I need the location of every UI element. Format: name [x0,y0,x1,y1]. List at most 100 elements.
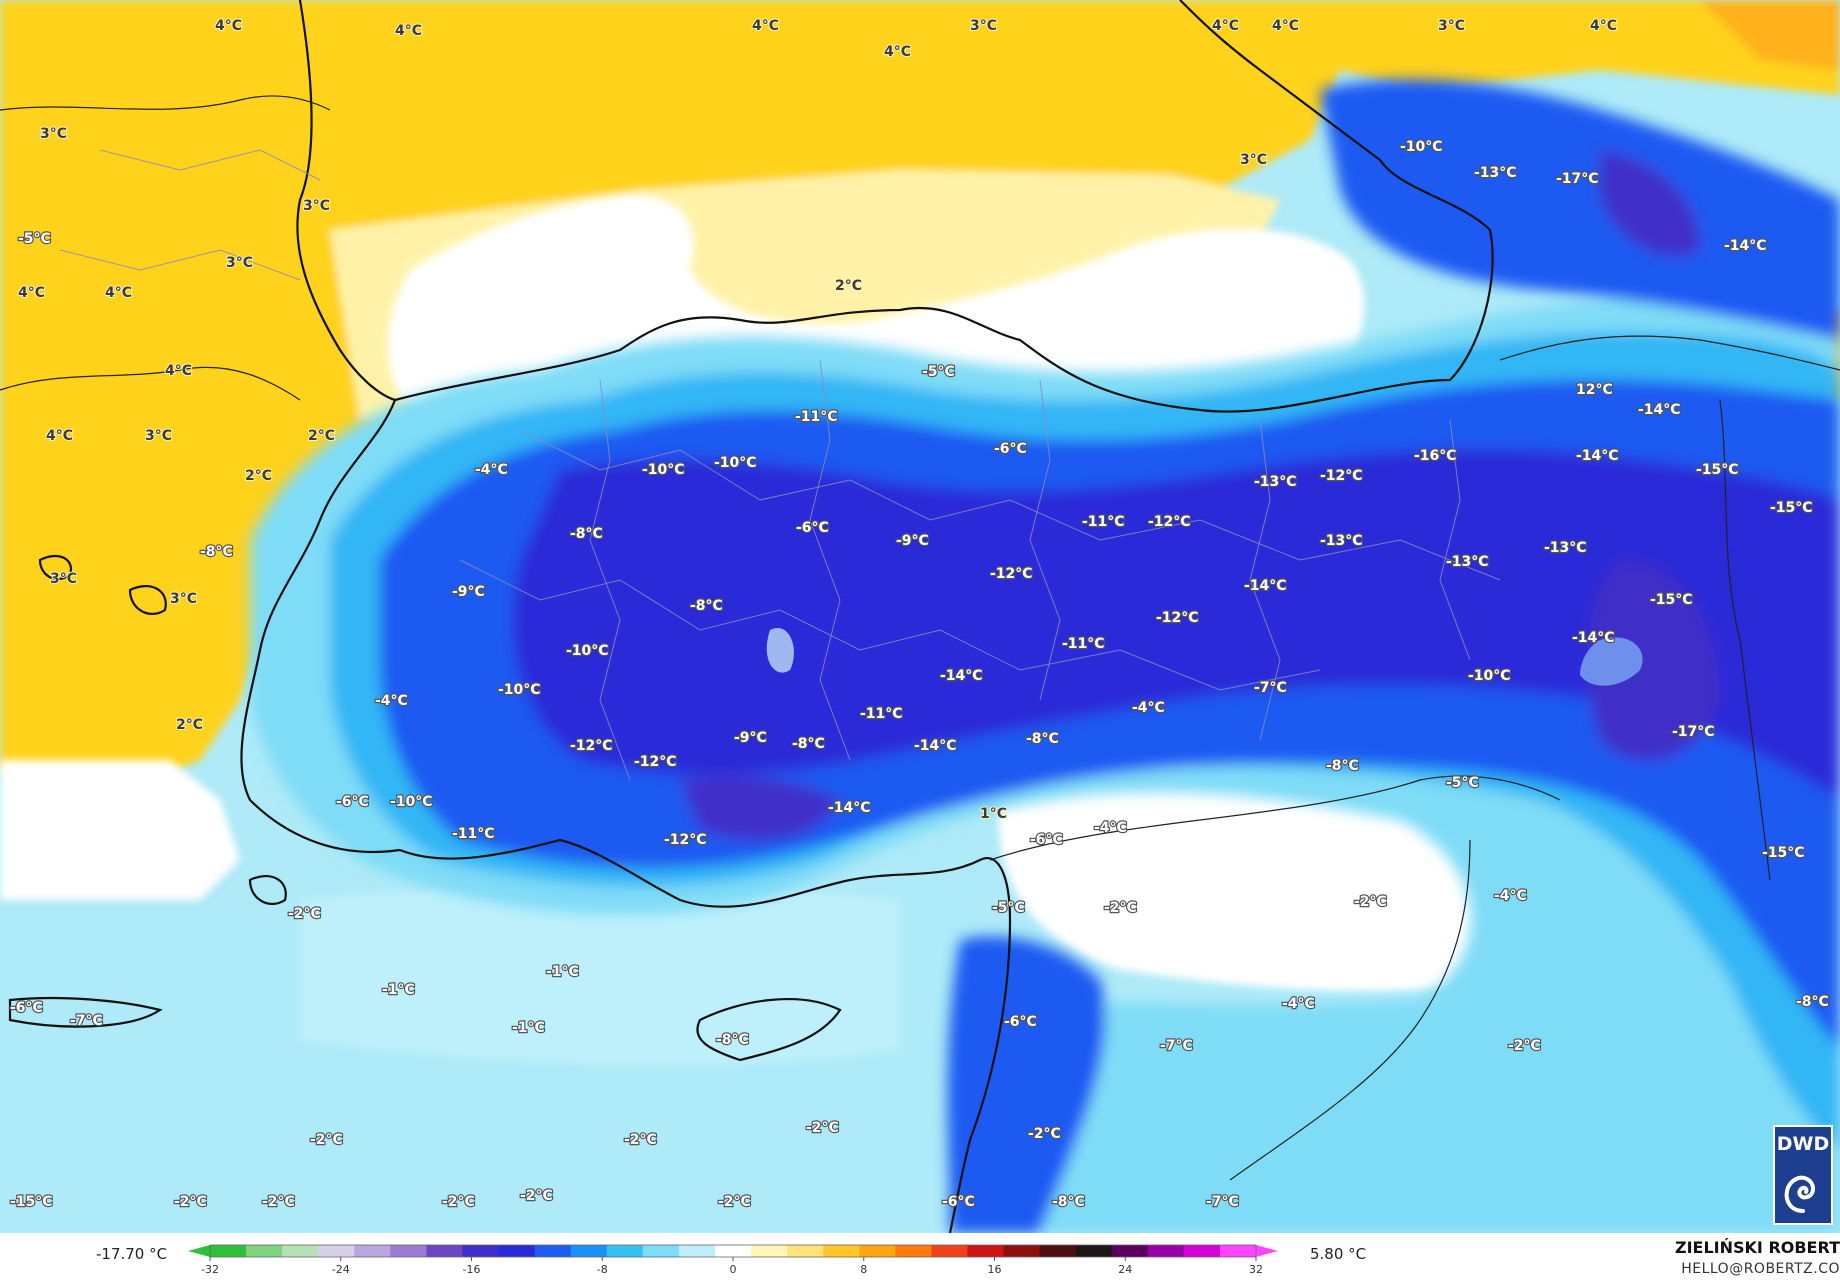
cold-violet-east [1586,560,1720,761]
scale-tick-label: 24 [1118,1263,1132,1276]
temp-label: 3°C [145,428,172,444]
lake-van [1580,637,1643,686]
scale-swatch [282,1245,319,1257]
borders [0,95,1840,1181]
author-email: HELLO@ROBERTZ.CO [1681,1261,1840,1277]
temp-label: -15°C [1770,500,1813,516]
temp-label: -6°C [994,441,1027,457]
scale-swatch [787,1245,824,1257]
temp-label: -12°C [990,566,1033,582]
temp-label: 4°C [18,285,45,301]
border-turkey-iran [1719,399,1771,881]
legend-footer: -17.70 °C -32 -24 -16 -8 0 8 16 24 32 5.80 °C ZI… [0,1233,1840,1287]
swirl-icon [1784,1175,1815,1213]
scale-swatch [462,1245,500,1257]
dwd-logo: DWD [1773,1125,1833,1225]
temp-label: -1°C [546,964,579,980]
temp-label: 2°C [308,428,335,444]
cold-violet-ne [1600,150,1700,257]
temp-label: 3°C [1240,152,1267,168]
temp-label: -13°C [1320,533,1363,549]
temp-label: -2°C [288,906,321,922]
temp-label: -4°C [1494,888,1527,904]
temp-label: -8°C [792,736,825,752]
temp-label: -10°C [498,682,541,698]
cyprus [696,997,842,1062]
scale-swatch [678,1245,716,1257]
temp-label: -17°C [1672,724,1715,740]
temp-label: -10°C [390,794,433,810]
cold-region [250,79,1840,1233]
provinces [59,149,1501,781]
temp-label: -15°C [1762,845,1805,861]
temp-label: -14°C [828,800,871,816]
temp-label: 4°C [215,18,242,34]
scale-tick-label: -32 [201,1263,219,1276]
temp-label: -13°C [1544,540,1587,556]
temp-label: -8°C [200,544,233,560]
border-syria-iraq [1229,839,1471,1181]
temp-label: 2°C [245,468,272,484]
temp-label: -10°C [642,462,685,478]
temp-label: -10°C [566,643,609,659]
border-balkans [0,95,331,111]
temp-label: -4°C [1094,820,1127,836]
scale-swatch [1147,1245,1185,1257]
temp-label: -8°C [690,598,723,614]
temp-label: -13°C [1254,474,1297,490]
border-turkey-syria [989,775,1561,861]
temp-label: -6°C [1030,832,1063,848]
island-b [38,554,73,581]
scale-tick-label: 8 [860,1263,867,1276]
island-a [128,585,167,616]
temp-label: -9°C [896,533,929,549]
temp-label: -2°C [718,1194,751,1210]
temp-label: -14°C [1638,402,1681,418]
temp-label: -8°C [570,526,603,542]
scale-swatch [318,1245,355,1257]
scale-swatch [1039,1245,1077,1257]
med-coast [399,838,1012,1233]
temp-label: -14°C [1576,448,1619,464]
temp-label: 3°C [226,255,253,271]
temp-label: -7°C [70,1013,103,1029]
temp-label: 4°C [1272,18,1299,34]
temp-label: -13°C [1446,554,1489,570]
temp-label: 3°C [1438,18,1465,34]
temp-label: -2°C [1028,1126,1061,1142]
temp-label: -2°C [262,1194,295,1210]
temp-label: -14°C [1244,578,1287,594]
temp-label: -14°C [940,668,983,684]
scale-swatch [246,1245,283,1257]
temp-label: -2°C [174,1194,207,1210]
temp-label: -5°C [18,231,51,247]
temp-label: 2°C [835,278,862,294]
cold-north-caucasus [1320,79,1840,340]
temp-label: -9°C [452,584,485,600]
temp-label: -7°C [1254,680,1287,696]
scale-tick-label: 16 [988,1263,1002,1276]
scale-swatch [1111,1245,1149,1257]
scale-swatch [751,1245,788,1257]
temp-label: -8°C [1026,731,1059,747]
temp-label: -11°C [452,826,495,842]
scale-swatch [823,1245,860,1257]
scale-swatch [426,1245,464,1257]
scale-swatch [859,1245,896,1257]
temp-label: 4°C [395,23,422,39]
temp-label: 1°C [980,806,1007,822]
temp-label: -15°C [1650,592,1693,608]
scale-swatch [1219,1245,1257,1257]
temp-label: -7°C [1206,1194,1239,1210]
warm-north [0,0,1840,780]
temp-label: -15°C [10,1194,53,1210]
temp-label: -2°C [520,1188,553,1204]
temp-label: 3°C [170,591,197,607]
border-caucasus [1499,335,1840,371]
temp-label: -11°C [860,706,903,722]
temp-label: -10°C [1468,668,1511,684]
scale-swatch [570,1245,608,1257]
temp-label: -4°C [1132,700,1165,716]
dwd-logo-text: DWD [1776,1133,1830,1155]
black-sea-coast [394,0,1494,413]
